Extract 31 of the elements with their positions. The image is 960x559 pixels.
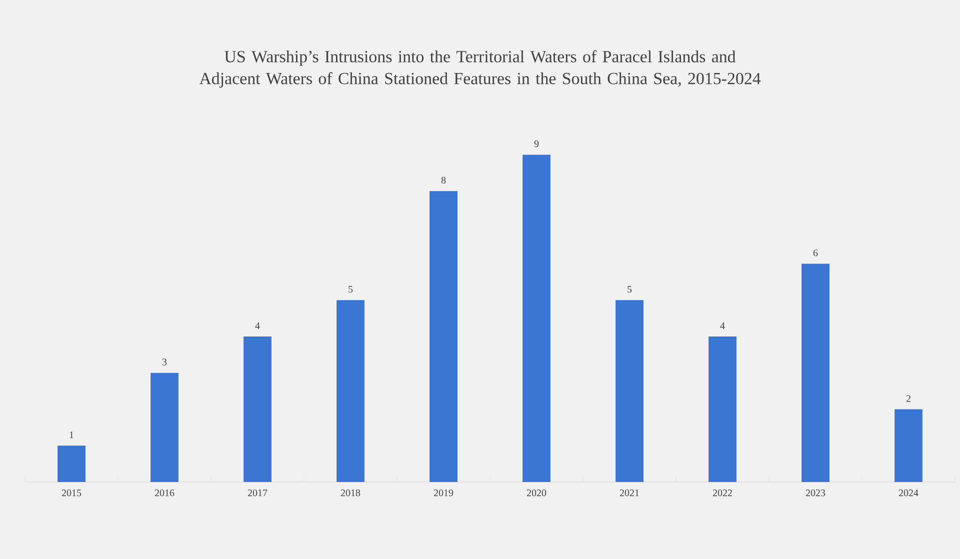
- x-tick-label: 2023: [806, 490, 826, 496]
- bar: [150, 372, 178, 482]
- bar: [616, 300, 644, 482]
- bar: [244, 336, 272, 482]
- data-label: 6: [813, 250, 818, 256]
- data-label: 1: [70, 432, 74, 438]
- x-tick-label: 2024: [898, 490, 918, 496]
- data-label: 2: [906, 395, 910, 402]
- bar: [708, 336, 736, 482]
- bar: [430, 191, 458, 482]
- data-label: 4: [255, 322, 260, 330]
- bar: [522, 154, 550, 482]
- x-tick-label: 2015: [62, 490, 82, 496]
- data-label: 9: [534, 140, 539, 148]
- x-tick-label: 2017: [248, 490, 268, 496]
- data-label: 3: [162, 358, 167, 366]
- x-tick-label: 2018: [340, 490, 360, 496]
- x-tick-label: 2021: [620, 490, 639, 496]
- data-label: 5: [628, 286, 632, 293]
- bar: [894, 409, 922, 482]
- bar: [58, 446, 86, 482]
- x-tick-label: 2020: [526, 490, 546, 496]
- bar: [336, 300, 364, 482]
- x-tick-label: 2019: [434, 490, 454, 496]
- data-label: 4: [720, 322, 725, 330]
- bar: [802, 264, 830, 482]
- chart-title: US Warship’s Intrusions into the Territorial Waters of Paracel Islands and Adjacent Waters of China Stationed Features in the South China Sea, 2015-2024: [199, 50, 761, 88]
- data-label: 8: [441, 176, 446, 184]
- x-tick-label: 2022: [712, 490, 732, 496]
- data-label: 5: [348, 286, 353, 293]
- x-tick-label: 2016: [154, 490, 174, 496]
